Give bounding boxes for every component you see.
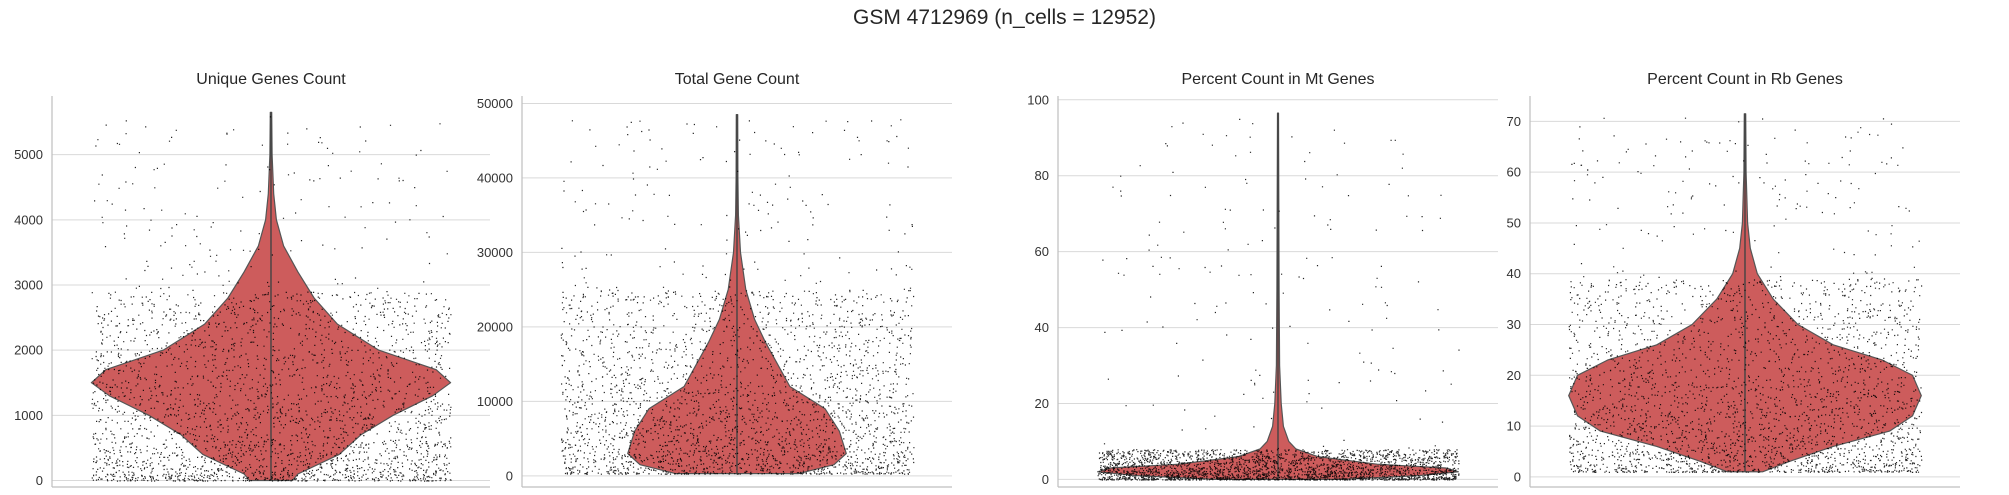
y-tick-label: 0 <box>36 473 43 488</box>
y-tick-label: 50 <box>1507 215 1521 230</box>
violin-panel-2: Total Gene Count 0 10000 20000 30000 40000 500… <box>477 71 952 488</box>
panel-title: Percent Count in Mt Genes <box>1182 71 1375 88</box>
y-tick-label: 60 <box>1507 165 1521 180</box>
y-tick-label: 50000 <box>477 96 513 111</box>
y-tick-label: 60 <box>1035 244 1049 259</box>
y-tick-label: 0 <box>506 468 513 483</box>
y-tick-label: 30 <box>1507 317 1521 332</box>
panel-title: Total Gene Count <box>675 71 800 88</box>
y-tick-label: 40 <box>1507 266 1521 281</box>
y-tick-label: 100 <box>1027 92 1049 107</box>
y-tick-label: 40 <box>1035 320 1049 335</box>
y-tick-label: 20 <box>1035 396 1049 411</box>
y-tick-label: 70 <box>1507 114 1521 129</box>
y-tick-label: 20000 <box>477 319 513 334</box>
y-tick-label: 0 <box>1042 472 1049 487</box>
y-tick-label: 0 <box>1514 469 1521 484</box>
y-tick-label: 5000 <box>14 147 43 162</box>
y-tick-label: 10000 <box>477 394 513 409</box>
y-tick-label: 1000 <box>14 408 43 423</box>
y-tick-label: 4000 <box>14 212 43 227</box>
violin-panel-1: Unique Genes Count 0 1000 2000 3000 4000 5000 <box>14 71 490 488</box>
y-tick-label: 80 <box>1035 168 1049 183</box>
panel-title: Unique Genes Count <box>196 71 346 88</box>
y-tick-label: 10 <box>1507 419 1521 434</box>
y-tick-label: 2000 <box>14 343 43 358</box>
y-tick-label: 20 <box>1507 368 1521 383</box>
y-tick-label: 40000 <box>477 170 513 185</box>
panel-title: Percent Count in Rb Genes <box>1647 71 1843 88</box>
violin-panel-4: Percent Count in Rb Genes 0 10 20 30 40 50 60 70 <box>1507 71 1960 488</box>
violin-panel-3: Percent Count in Mt Genes 0 20 40 60 80 100 <box>1027 71 1498 488</box>
y-tick-label: 3000 <box>14 277 43 292</box>
figure-title: GSM 4712969 (n_cells = 12952) <box>853 6 1156 29</box>
y-tick-label: 30000 <box>477 245 513 260</box>
